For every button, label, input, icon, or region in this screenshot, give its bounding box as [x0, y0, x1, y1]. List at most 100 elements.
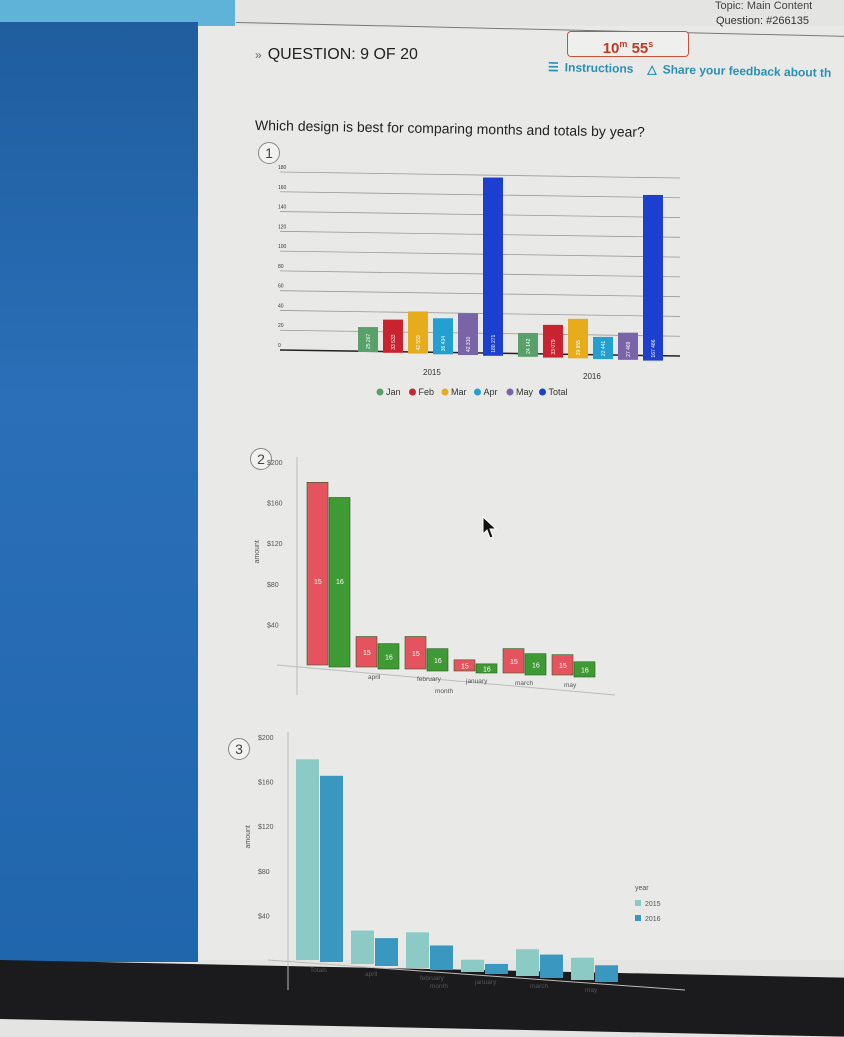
chart-option-1: 0 20 40 60 80 100 120 140 160 180 25 267 33 533 42 5… [278, 165, 681, 397]
legend-swatch-2015 [635, 900, 641, 906]
x-category-label: february [417, 676, 442, 683]
y-tick-label: 180 [278, 165, 287, 171]
x-axis-label: month [435, 688, 453, 695]
y-axis-label: amount [245, 825, 252, 848]
option-2-radio[interactable]: 2 [250, 448, 272, 470]
bar-2015-Totals [296, 759, 319, 960]
left-sidebar [0, 22, 198, 962]
y-tick-label: 20 [278, 323, 284, 329]
bar-15-january [453, 659, 476, 672]
bar-2016-january [485, 963, 508, 974]
bar-data-label: 15 [363, 650, 371, 657]
y-tick-label: $200 [258, 735, 274, 742]
bar-total-2016 [643, 194, 663, 361]
legend-marker-may [506, 388, 514, 396]
bar-may-2015 [458, 313, 478, 356]
x-category-label: Totals [310, 967, 328, 974]
legend-label: Feb [419, 387, 435, 397]
option-3-radio[interactable]: 3 [228, 738, 250, 760]
legend-label: Jan [386, 387, 401, 397]
y-tick-label: $120 [258, 824, 274, 831]
bar-16-march [524, 653, 547, 676]
x-category-label: march [530, 983, 548, 990]
bar-16-may [573, 661, 596, 678]
bar-feb-2015 [383, 319, 403, 353]
bar-2016-Totals [320, 775, 343, 962]
bar-data-label: 16 [483, 666, 491, 673]
browser-top-band [0, 0, 235, 26]
legend-title: year [635, 885, 649, 892]
bar-data-label: 15 [412, 651, 420, 658]
option-1-radio[interactable]: 1 [258, 142, 280, 164]
x-category-label: 2015 [423, 368, 441, 377]
question-id: #266135 [766, 15, 809, 27]
bar-data-label: 33 533 [391, 334, 397, 350]
gridline [279, 270, 681, 278]
legend-marker-feb [409, 388, 416, 396]
bar-may-2016 [618, 332, 638, 360]
bar-16-february [426, 648, 449, 672]
bar-jan-2015 [358, 327, 378, 353]
bar-data-label: 16 [434, 658, 442, 665]
question-id-info: Question: #266135 [716, 15, 809, 27]
gridline [279, 329, 681, 337]
question-progress: » QUESTION: 9 OF 20 [255, 46, 418, 63]
y-tick-label: $200 [267, 460, 283, 467]
bar-mar-2016 [568, 318, 588, 359]
gridline [279, 349, 681, 357]
bar-2016-may [595, 965, 618, 982]
bar-2015-may [571, 957, 594, 980]
gridline [279, 230, 681, 238]
bar-15-total [306, 481, 329, 666]
mouse-cursor-icon [482, 516, 498, 539]
bar-data-label: 16 [532, 662, 540, 669]
bar-apr-2015 [433, 318, 453, 355]
chart-option-2: $200 $160 $120 $80 $40 amount 15 16 15 16 april 15 1… [254, 457, 616, 696]
bar-data-label: 39 955 [576, 340, 582, 356]
bar-16-january [475, 663, 498, 674]
x-category-label: may [564, 682, 577, 689]
legend-marker-total [539, 388, 546, 396]
bar-2016-march [540, 954, 563, 978]
collapse-chevron-icon[interactable]: » [255, 48, 262, 62]
bar-2015-april [351, 930, 374, 964]
bar-15-april [355, 636, 378, 668]
y-tick-label: $120 [267, 541, 283, 548]
countdown-timer: 10m 55s [567, 31, 689, 57]
bar-data-label: 15 [510, 659, 518, 666]
warning-triangle-icon: △ [647, 62, 657, 77]
y-tick-label: 140 [278, 205, 287, 211]
chart-option-3: $200 $160 $120 $80 $40 amount Totals april febru… [245, 732, 686, 994]
y-tick-label: 160 [278, 185, 287, 191]
instructions-icon: ☰ [547, 60, 559, 75]
legend-label: Total [549, 387, 568, 397]
bar-data-label: 27 469 [626, 341, 632, 357]
bar-apr-2016 [593, 336, 613, 360]
y-tick-label: $160 [267, 501, 283, 508]
gridline [279, 310, 681, 317]
instructions-link[interactable]: ☰ Instructions [547, 60, 634, 76]
bar-data-label: 167 486 [651, 339, 657, 357]
legend-label: 2016 [645, 916, 661, 923]
y-tick-label: $80 [267, 582, 279, 589]
bar-mar-2015 [408, 311, 428, 354]
gridline [279, 290, 681, 298]
bar-total-2015 [483, 177, 503, 356]
bar-2016-february [430, 945, 453, 970]
bar-data-label: 15 [461, 663, 469, 670]
y-tick-label: 60 [278, 284, 284, 290]
x-axis [276, 664, 616, 696]
bar-feb-2016 [543, 324, 563, 358]
legend-label: 2015 [645, 901, 661, 908]
question-id-label: Question: [716, 15, 764, 27]
x-category-label: january [465, 678, 488, 685]
bar-data-label: 180 271 [491, 334, 497, 352]
bar-data-label: 15 [314, 579, 322, 586]
y-tick-label: 40 [278, 303, 284, 309]
y-tick-label: $40 [258, 913, 270, 920]
legend-swatch-2016 [635, 915, 641, 921]
bar-2016-april [375, 938, 398, 966]
bar-data-label: 33 079 [551, 339, 557, 355]
gridline [279, 211, 681, 218]
legend-label: Apr [484, 387, 498, 397]
